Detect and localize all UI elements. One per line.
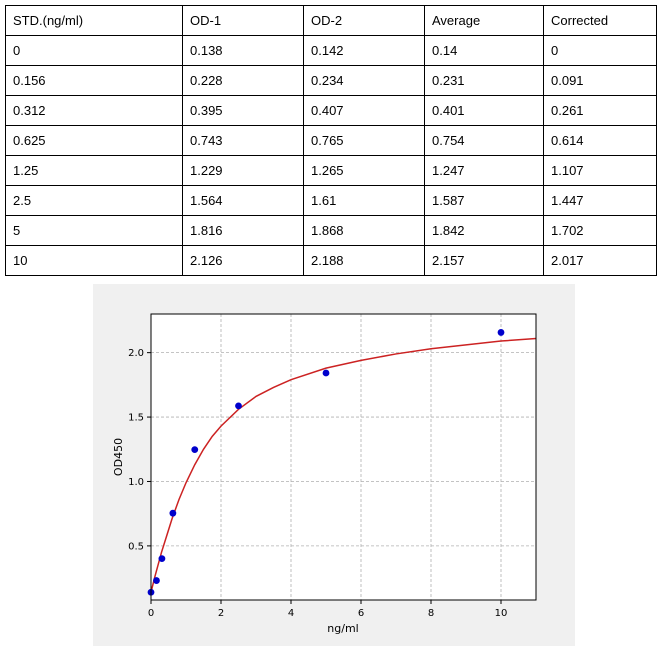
- data-point: [322, 369, 330, 377]
- plot-area: [151, 314, 536, 600]
- table-row: 0.625 0.743 0.765 0.754 0.614: [5, 125, 657, 156]
- cell-od1: 0.138: [182, 35, 304, 66]
- cell-od1: 0.228: [182, 65, 304, 96]
- cell-average: 0.14: [424, 35, 544, 66]
- cell-od2: 1.61: [303, 185, 425, 216]
- table-row: 1.25 1.229 1.265 1.247 1.107: [5, 155, 657, 186]
- data-point: [158, 555, 166, 563]
- data-point: [497, 329, 505, 336]
- cell-average: 1.842: [424, 215, 544, 246]
- cell-corrected: 0.614: [543, 125, 657, 156]
- x-tick-label: 6: [358, 608, 364, 619]
- data-point: [191, 446, 199, 454]
- cell-corrected: 1.107: [543, 155, 657, 186]
- plot-frame: [150, 313, 537, 601]
- chart-panel: 0 2 4 6 8 10 0.5 1.0 1.5 2.0 ng/ml OD450: [93, 284, 575, 646]
- cell-od1: 1.564: [182, 185, 304, 216]
- header-od1: OD-1: [182, 5, 304, 36]
- cell-od2: 0.234: [303, 65, 425, 96]
- table-row: 2.5 1.564 1.61 1.587 1.447: [5, 185, 657, 216]
- cell-corrected: 0.091: [543, 65, 657, 96]
- cell-od2: 1.868: [303, 215, 425, 246]
- y-tick-label: 2.0: [128, 348, 144, 359]
- cell-std: 10: [5, 245, 183, 276]
- data-point: [153, 577, 160, 584]
- y-axis-label: OD450: [112, 438, 125, 476]
- x-tick-label: 8: [428, 608, 434, 619]
- cell-corrected: 0.261: [543, 95, 657, 126]
- data-points: [147, 329, 505, 596]
- cell-std: 0.156: [5, 65, 183, 96]
- x-tick-label: 2: [218, 608, 224, 619]
- cell-std: 2.5: [5, 185, 183, 216]
- table-row: 0 0.138 0.142 0.14 0: [5, 35, 657, 66]
- cell-average: 0.754: [424, 125, 544, 156]
- table-row: 0.156 0.228 0.234 0.231 0.091: [5, 65, 657, 96]
- cell-od2: 2.188: [303, 245, 425, 276]
- header-od2: OD-2: [303, 5, 425, 36]
- table-header-row: STD.(ng/ml) OD-1 OD-2 Average Corrected: [5, 5, 657, 36]
- table-row: 0.312 0.395 0.407 0.401 0.261: [5, 95, 657, 126]
- cell-od1: 1.816: [182, 215, 304, 246]
- cell-od2: 0.765: [303, 125, 425, 156]
- axis-ticks: 0 2 4 6 8 10 0.5 1.0 1.5 2.0: [128, 348, 507, 619]
- cell-average: 0.231: [424, 65, 544, 96]
- cell-std: 5: [5, 215, 183, 246]
- gridlines: [150, 314, 536, 600]
- header-average: Average: [424, 5, 544, 36]
- data-point: [169, 509, 177, 517]
- cell-od1: 1.229: [182, 155, 304, 186]
- cell-od1: 0.743: [182, 125, 304, 156]
- cell-std: 0.312: [5, 95, 183, 126]
- cell-average: 1.587: [424, 185, 544, 216]
- cell-average: 1.247: [424, 155, 544, 186]
- cell-std: 0.625: [5, 125, 183, 156]
- x-tick-label: 0: [148, 608, 154, 619]
- y-tick-label: 1.5: [128, 413, 144, 424]
- y-tick-label: 1.0: [128, 477, 144, 488]
- data-point: [235, 402, 242, 410]
- cell-corrected: 1.447: [543, 185, 657, 216]
- cell-average: 2.157: [424, 245, 544, 276]
- cell-od2: 0.142: [303, 35, 425, 66]
- header-corrected: Corrected: [543, 5, 657, 36]
- fit-curve: [150, 337, 537, 593]
- x-axis-label: ng/ml: [327, 622, 358, 635]
- cell-std: 1.25: [5, 155, 183, 186]
- cell-od2: 0.407: [303, 95, 425, 126]
- header-std: STD.(ng/ml): [5, 5, 183, 36]
- table-row: 10 2.126 2.188 2.157 2.017: [5, 245, 657, 276]
- table-row: 5 1.816 1.868 1.842 1.702: [5, 215, 657, 246]
- cell-corrected: 2.017: [543, 245, 657, 276]
- cell-corrected: 1.702: [543, 215, 657, 246]
- cell-std: 0: [5, 35, 183, 66]
- cell-corrected: 0: [543, 35, 657, 66]
- standards-table: STD.(ng/ml) OD-1 OD-2 Average Corrected …: [5, 5, 657, 276]
- cell-od1: 0.395: [182, 95, 304, 126]
- y-tick-label: 0.5: [128, 541, 144, 552]
- x-tick-label: 10: [495, 608, 508, 619]
- cell-od2: 1.265: [303, 155, 425, 186]
- x-tick-label: 4: [288, 608, 294, 619]
- cell-average: 0.401: [424, 95, 544, 126]
- cell-od1: 2.126: [182, 245, 304, 276]
- standard-curve-chart: 0 2 4 6 8 10 0.5 1.0 1.5 2.0 ng/ml OD450: [112, 313, 537, 635]
